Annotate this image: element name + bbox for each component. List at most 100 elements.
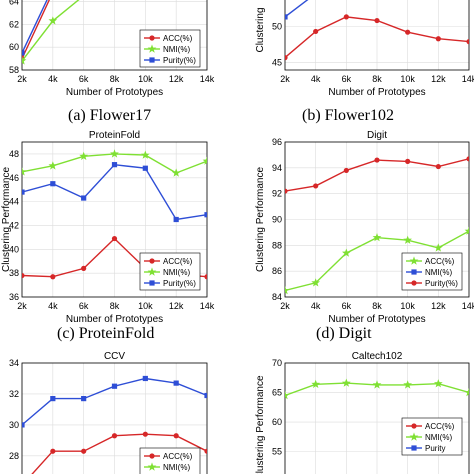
data-point (81, 448, 87, 454)
x-tick-label: 4k (48, 301, 58, 311)
x-tick-label: 8k (110, 74, 120, 84)
legend-label: Purity(%) (163, 56, 196, 65)
legend-label: NMI(%) (163, 463, 190, 472)
caption-flower17: (a) Flower17 (68, 107, 152, 124)
y-tick-label: 60 (272, 417, 282, 427)
legend-marker (149, 57, 155, 63)
data-point (405, 29, 411, 35)
data-point (204, 448, 207, 454)
x-tick-label: 8k (372, 301, 382, 311)
x-tick-label: 12k (431, 74, 446, 84)
x-tick-label: 4k (311, 301, 321, 311)
x-tick-label: 10k (400, 74, 415, 84)
data-point (142, 165, 148, 171)
data-point (204, 392, 207, 399)
data-point (403, 380, 412, 389)
series-layer (22, 375, 207, 474)
x-tick-label: 2k (17, 74, 27, 84)
data-point (173, 433, 179, 439)
legend-marker (147, 462, 157, 471)
data-point (285, 390, 290, 400)
y-tick-label: 45 (272, 58, 282, 68)
data-point (111, 383, 118, 389)
data-point (434, 243, 443, 252)
plot-frame (21, 141, 208, 298)
chart-title: CCV (104, 351, 125, 362)
data-point (141, 150, 150, 159)
x-tick-label: 12k (169, 74, 184, 84)
legend-marker (411, 269, 417, 275)
data-point (81, 265, 87, 271)
data-point (50, 274, 56, 280)
data-point (342, 378, 351, 387)
data-point (22, 422, 25, 428)
legend: ACC(%) NMI(%) Purity(%) (139, 252, 201, 291)
data-point (374, 157, 380, 163)
legend-label: ACC(%) (163, 452, 193, 461)
y-tick-label: 30 (9, 420, 19, 430)
legend-marker (409, 432, 419, 441)
y-tick-label: 55 (272, 447, 282, 457)
data-point (374, 17, 380, 24)
data-point (403, 235, 412, 244)
y-tick-label: 40 (9, 244, 19, 254)
data-point (202, 156, 207, 165)
x-tick-label: 14k (200, 74, 215, 84)
legend-marker (147, 267, 157, 276)
data-point (372, 233, 382, 242)
x-tick-label: 6k (342, 301, 352, 311)
data-point (311, 379, 320, 388)
y-tick-label: 65 (272, 388, 282, 398)
legend: ACC(%)NMI(%)Purity (139, 447, 201, 474)
x-tick-label: 14k (462, 301, 474, 311)
series-layer (285, 378, 469, 400)
data-point (22, 56, 27, 65)
data-point (81, 395, 87, 402)
legend-marker (411, 445, 417, 451)
y-tick-label: 64 (9, 0, 19, 6)
y-tick-label: 96 (272, 137, 282, 147)
legend-marker (149, 258, 155, 264)
y-tick-label: 88 (272, 240, 282, 250)
legend-marker (149, 453, 155, 459)
chart-flower17: 2k 4k 6k 8k 10k 12k 14k 58 60 62 64 Number of Proto… (9, 0, 215, 98)
x-tick-label: 4k (311, 74, 321, 84)
x-tick-label: 14k (462, 74, 474, 84)
caption-proteinfold: (c) ProteinFold (57, 325, 155, 342)
x-tick-label: 2k (17, 301, 27, 311)
data-point (111, 433, 118, 439)
legend-marker (149, 280, 155, 286)
data-point (434, 379, 443, 388)
data-point (204, 274, 207, 280)
plot-frame (284, 0, 470, 71)
x-tick-label: 6k (79, 74, 89, 84)
data-point (79, 151, 88, 160)
y-tick-label: 44 (9, 197, 19, 207)
data-point (405, 158, 411, 164)
y-axis-label: Clustering (255, 7, 266, 52)
y-tick-label: 36 (9, 292, 19, 302)
y-axis-label: Clustering Performance (255, 167, 266, 272)
data-point (110, 149, 119, 158)
x-tick-label: 8k (110, 301, 120, 311)
series-line-acc (22, 0, 50, 59)
data-point (343, 14, 349, 20)
data-point (22, 50, 25, 56)
y-tick-label: 46 (9, 173, 19, 183)
x-tick-label: 6k (342, 74, 352, 84)
data-point (48, 16, 58, 25)
data-point (435, 36, 441, 42)
x-axis-label: Number of Prototypes (66, 87, 163, 98)
legend-marker (149, 35, 155, 41)
data-point (50, 448, 56, 454)
data-point (313, 183, 319, 189)
x-axis-label: Number of Prototypes (328, 314, 425, 325)
data-point (142, 375, 148, 382)
y-tick-label: 28 (9, 451, 19, 461)
chart-proteinfold: 2k 4k 6k 8k 10k 12k 14k 36 38 40 42 44 46 48 ProteinFo… (1, 130, 215, 325)
legend-marker (147, 44, 157, 53)
y-tick-label: 94 (272, 163, 282, 173)
data-point (111, 235, 118, 242)
legend-marker (411, 423, 417, 429)
y-tick-label: 32 (9, 389, 19, 399)
